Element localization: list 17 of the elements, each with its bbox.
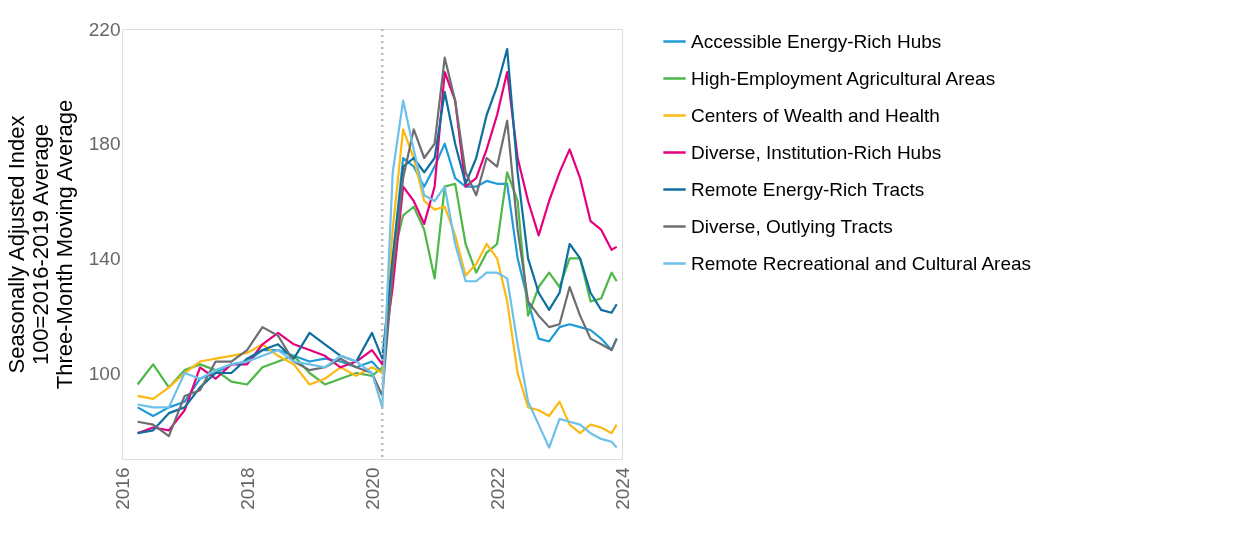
x-tick-label: 2018 <box>236 467 258 510</box>
y-tick-label: 220 <box>88 18 121 40</box>
legend-label: Remote Recreational and Cultural Areas <box>691 252 1032 274</box>
legend-label: Diverse, Outlying Tracts <box>691 215 893 237</box>
x-tick-label: 2024 <box>611 467 633 510</box>
legend-label: Diverse, Institution-Rich Hubs <box>691 141 942 163</box>
x-tick-label: 2016 <box>111 467 133 510</box>
legend-label: High-Employment Agricultural Areas <box>691 67 996 89</box>
legend-label: Accessible Energy-Rich Hubs <box>691 30 942 52</box>
y-tick-label: 100 <box>88 362 121 384</box>
legend-label: Remote Energy-Rich Tracts <box>691 178 925 200</box>
y-tick-label: 180 <box>88 133 121 155</box>
legend-label: Centers of Wealth and Health <box>691 104 940 126</box>
y-axis-title: Seasonally Adjusted Index 100=2016-2019 Average Three-Month Moving Average <box>3 99 77 390</box>
x-tick-label: 2022 <box>486 467 508 510</box>
x-tick-label: 2020 <box>361 467 383 510</box>
y-tick-label: 140 <box>88 247 121 269</box>
